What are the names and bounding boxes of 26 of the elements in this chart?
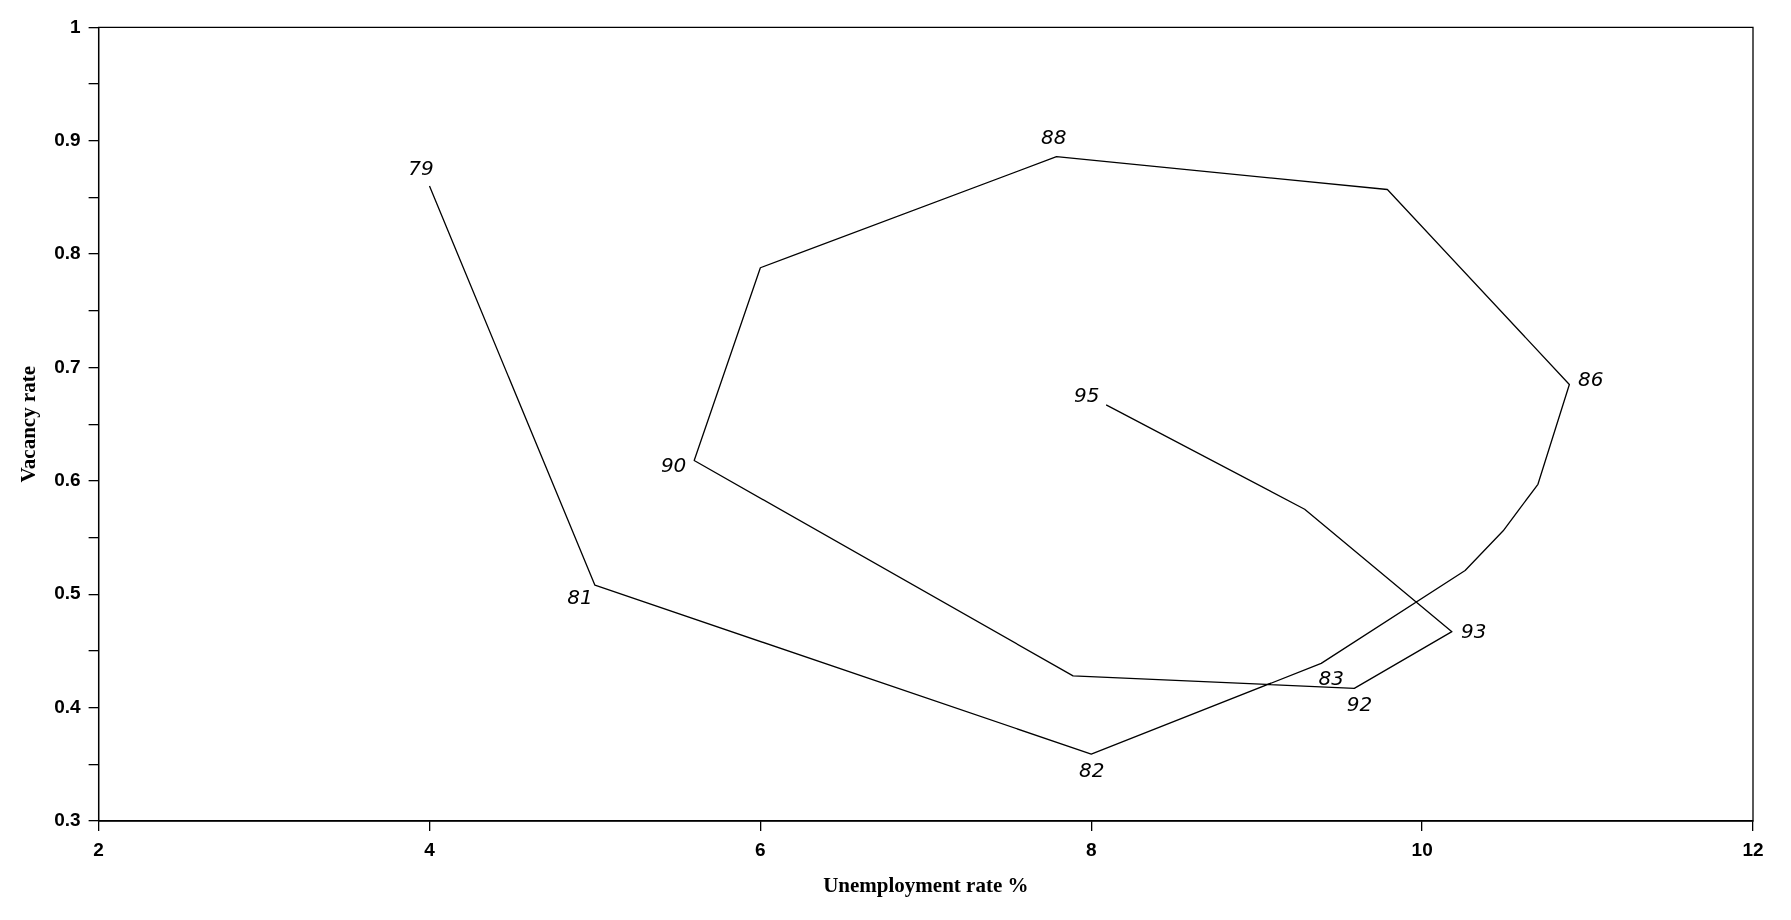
annotation: 81 <box>567 584 593 609</box>
annotation: 79 <box>408 155 434 180</box>
y-tick-label: 0.3 <box>54 809 81 831</box>
annotation: 93 <box>1461 619 1487 644</box>
annotation: 88 <box>1040 125 1067 149</box>
y-tick-label: 1 <box>70 15 82 37</box>
annotation: 83 <box>1318 665 1344 690</box>
annotation: 95 <box>1073 382 1100 407</box>
x-tick-label: 6 <box>755 838 766 860</box>
y-tick-label: 0.8 <box>54 242 81 264</box>
x-tick-label: 4 <box>424 838 436 860</box>
y-axis-title: Vacancy rate <box>16 365 41 483</box>
y-tick-label: 0.4 <box>54 695 82 717</box>
annotation: 82 <box>1079 758 1105 783</box>
x-tick-label: 8 <box>1085 838 1097 860</box>
x-axis-title: Unemployment rate % <box>823 872 1029 897</box>
y-tick-label: 0.9 <box>54 129 81 151</box>
y-tick-label: 0.5 <box>54 582 82 604</box>
y-tick-label: 0.7 <box>54 355 81 377</box>
annotation: 86 <box>1578 366 1604 391</box>
y-tick-label: 0.6 <box>54 469 81 491</box>
annotation: 92 <box>1346 692 1373 717</box>
annotation: 90 <box>660 453 687 478</box>
x-tick-label: 12 <box>1742 838 1764 860</box>
x-tick-label: 2 <box>93 838 104 860</box>
x-tick-label: 10 <box>1411 838 1433 860</box>
